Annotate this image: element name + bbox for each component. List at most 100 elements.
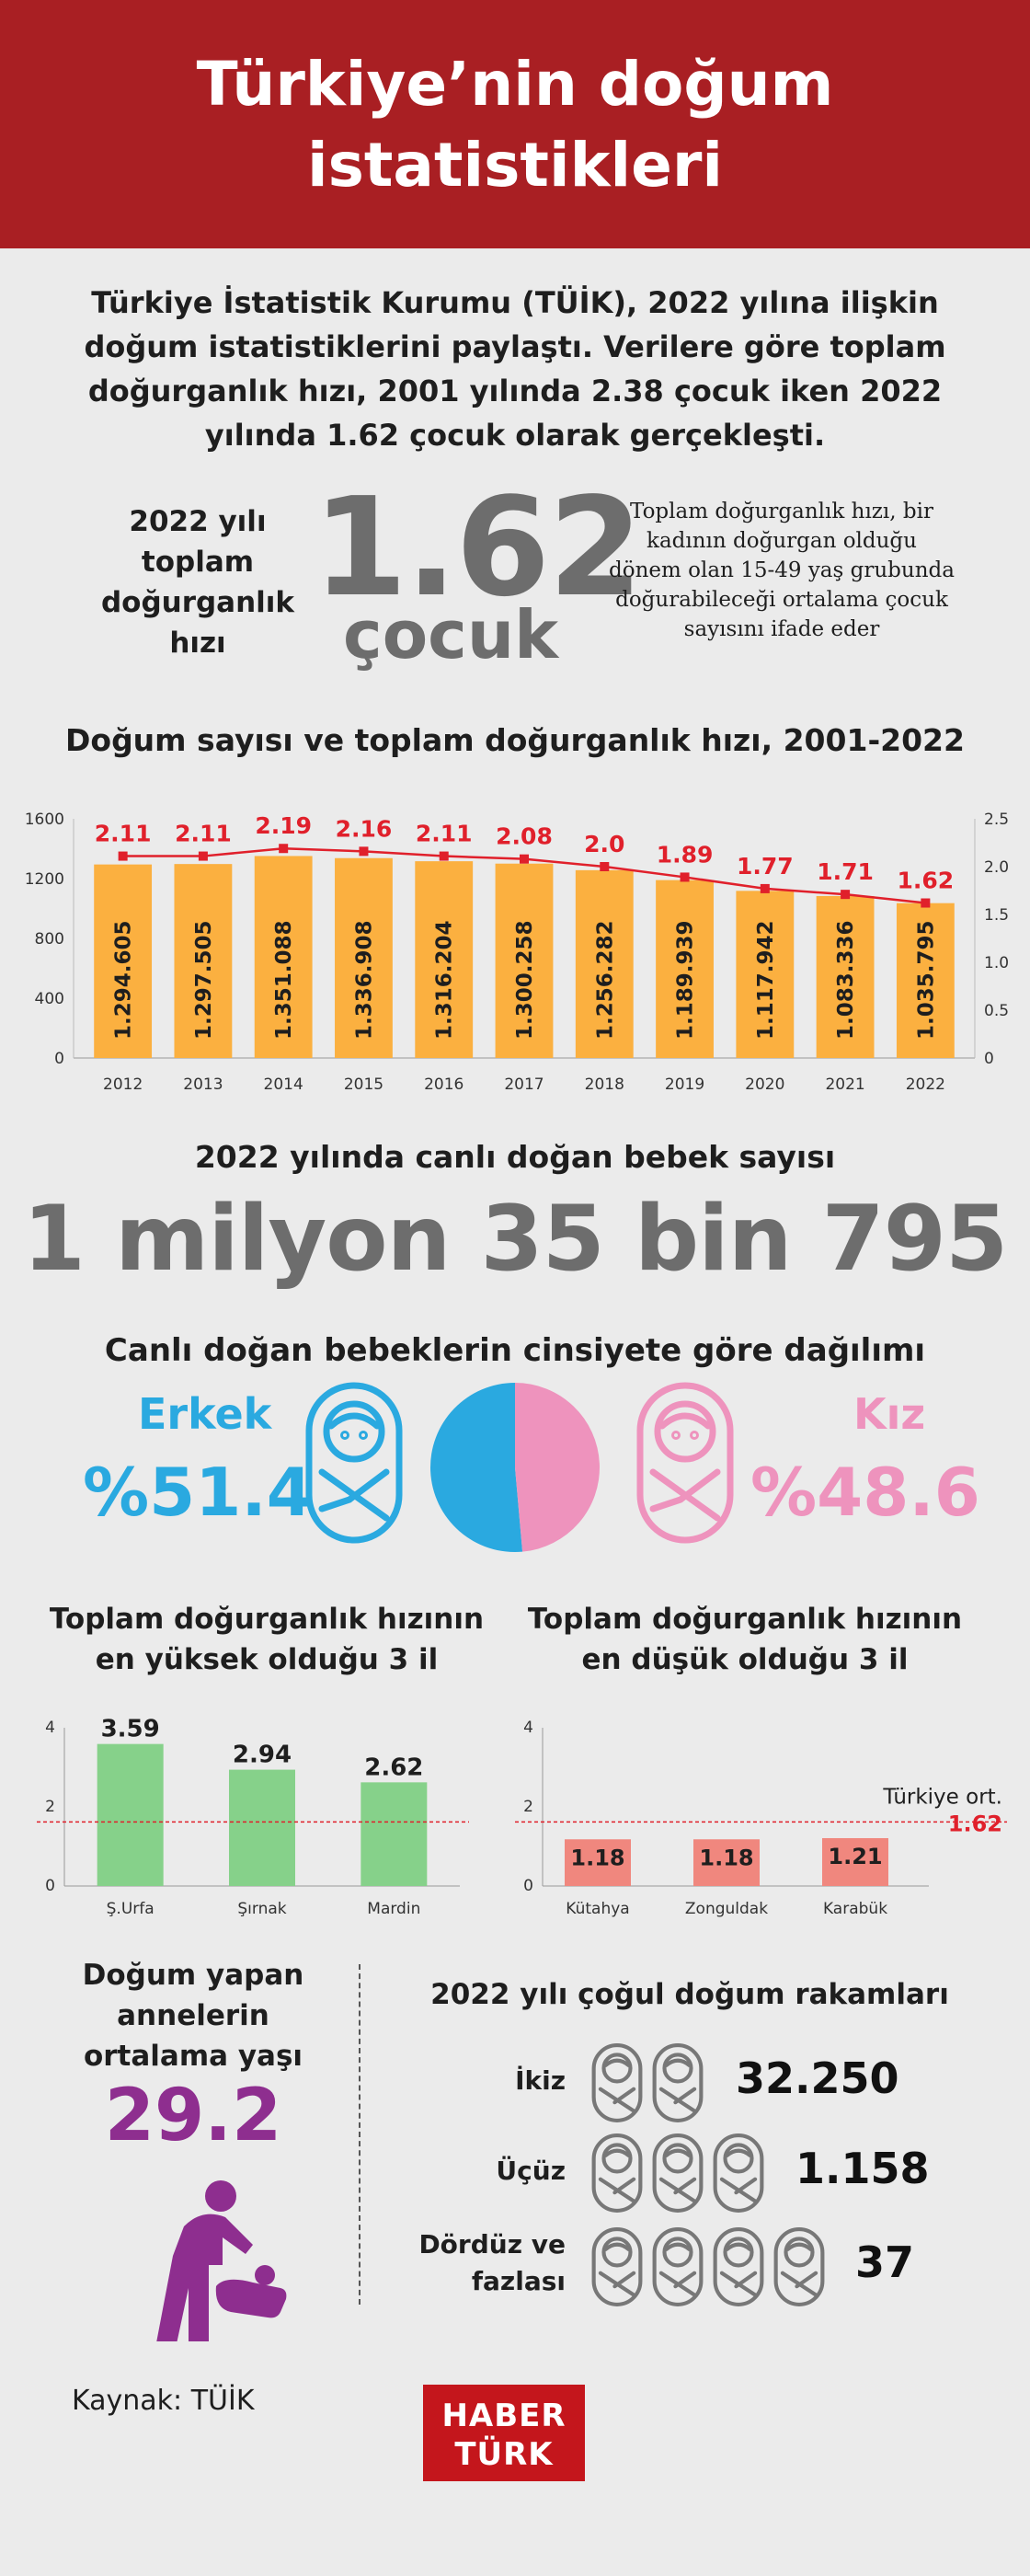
right-tick-label: 1.5 xyxy=(984,906,1009,925)
x-tick-label: 2012 xyxy=(103,1075,143,1094)
mother-baby-icon xyxy=(156,2180,287,2341)
x-tick-label: 2013 xyxy=(183,1075,223,1094)
gender-title: Canlı doğan bebeklerin cinsiyete göre da… xyxy=(104,1332,926,1369)
tfr-value: 1.62 xyxy=(313,468,643,627)
province-value-label: 3.59 xyxy=(101,1716,160,1743)
header-banner xyxy=(0,0,1030,248)
y-tick-label: 0 xyxy=(523,1877,533,1895)
multi-birth-value: 1.158 xyxy=(795,2144,930,2193)
right-tick-label: 1.0 xyxy=(984,954,1009,972)
multi-birth-label: Üçüz xyxy=(496,2156,566,2186)
bar-value-label: 1.083.336 xyxy=(834,921,858,1040)
x-tick-label: 2014 xyxy=(264,1075,303,1094)
bar-value-label: 1.256.282 xyxy=(593,921,617,1041)
tfr-point xyxy=(198,851,208,861)
right-tick-label: 2.5 xyxy=(984,811,1009,829)
tfr-value-label: 2.08 xyxy=(496,823,553,850)
bar xyxy=(816,895,875,1058)
bar xyxy=(174,864,233,1058)
y-tick-label: 4 xyxy=(45,1719,55,1737)
logo-text-top: HABER xyxy=(441,2398,566,2434)
tfr-value-label: 2.19 xyxy=(255,812,312,839)
tfr-point xyxy=(359,846,369,857)
male-percent: %51.4 xyxy=(83,1454,313,1531)
tfr-value-label: 2.16 xyxy=(336,815,393,842)
bar xyxy=(335,857,393,1058)
births-value: 1 milyon 35 bin 795 xyxy=(22,1187,1008,1292)
x-tick-label: 2017 xyxy=(504,1075,544,1094)
left-tick-label: 0 xyxy=(54,1050,64,1068)
x-tick-label: 2021 xyxy=(825,1075,864,1094)
multi-birth-value: 37 xyxy=(855,2237,915,2287)
left-tick-label: 800 xyxy=(35,930,64,949)
bar xyxy=(575,869,634,1058)
bar-value-label: 1.294.605 xyxy=(112,921,136,1041)
bar-value-label: 1.300.258 xyxy=(513,921,537,1041)
swaddled-baby-icon xyxy=(591,2227,643,2306)
high-chart-title: Toplam doğurganlık hızının en yüksek old… xyxy=(49,1603,485,1676)
mother-age-title: Doğum yapan annelerin ortalama yaşı xyxy=(82,1959,304,2073)
province-bar xyxy=(693,1839,760,1886)
bar-value-label: 1.035.795 xyxy=(914,921,938,1041)
province-name-label: Karabük xyxy=(823,1900,887,1918)
tfr-point xyxy=(520,854,529,864)
province-value-label: 2.94 xyxy=(233,1742,292,1769)
province-name-label: Kütahya xyxy=(566,1900,629,1918)
swaddled-baby-icon xyxy=(713,2227,764,2306)
swaddled-baby-icon xyxy=(773,2227,825,2306)
tfr-point xyxy=(118,851,128,861)
haberturk-logo: HABER TÜRK xyxy=(423,2385,585,2481)
bar xyxy=(495,863,554,1058)
right-tick-label: 0 xyxy=(984,1050,994,1068)
swaddled-baby-icon xyxy=(591,2133,643,2213)
tfr-value-label: 1.89 xyxy=(657,841,714,868)
multi-birth-label: Dördüz ve fazlası xyxy=(418,2229,566,2296)
province-name-label: Mardin xyxy=(367,1900,420,1918)
multi-birth-row: Üçüz 1.158 xyxy=(386,2133,1030,2215)
tfr-value-label: 1.77 xyxy=(737,853,794,880)
bar-value-label: 1.117.942 xyxy=(754,921,778,1041)
bar-value-label: 1.336.908 xyxy=(352,921,376,1041)
tfr-value-label: 2.11 xyxy=(416,821,473,847)
low-chart-title: Toplam doğurganlık hızının en düşük oldu… xyxy=(527,1603,963,1676)
baby-girl-icon xyxy=(636,1382,734,1544)
bar-value-label: 1.297.505 xyxy=(192,921,216,1041)
tfr-point xyxy=(439,851,449,861)
tfr-label: 2022 yılı toplam doğurganlık hızı xyxy=(100,505,295,660)
mother-age-value: 29.2 xyxy=(104,2075,282,2157)
tfr-value-label: 2.0 xyxy=(584,831,624,857)
multi-birth-list: İkiz 32.250 Üçüz 1.158 Dördüz ve fazlası 37 xyxy=(386,2042,1030,2318)
province-name-label: Ş.Urfa xyxy=(107,1900,154,1918)
right-tick-label: 0.5 xyxy=(984,1002,1009,1020)
province-bar xyxy=(565,1839,631,1886)
tfr-description: Toplam doğurganlık hızı, bir kadının doğ… xyxy=(609,500,955,641)
left-tick-label: 1200 xyxy=(25,870,64,889)
tfr-point xyxy=(760,883,770,893)
x-tick-label: 2016 xyxy=(424,1075,464,1094)
intro-text: Türkiye İstatistik Kurumu (TÜİK), 2022 y… xyxy=(84,285,946,453)
low-chart: 0 2 4 1.18 Kütahya 1.18 Zonguldak 1.21 Karabük Tü… xyxy=(515,1719,1007,1918)
tfr-point xyxy=(921,898,931,908)
bar xyxy=(656,880,714,1058)
pie-slice xyxy=(515,1383,600,1552)
tfr-point xyxy=(600,862,610,871)
x-tick-label: 2020 xyxy=(745,1075,784,1094)
tfr-value-label: 2.11 xyxy=(175,821,232,847)
swaddled-baby-icon xyxy=(591,2043,643,2122)
bar xyxy=(736,891,795,1058)
female-label: Kız xyxy=(853,1389,926,1439)
page-title: Türkiye’nin doğum istatistikleri xyxy=(196,49,834,201)
right-tick-label: 2.0 xyxy=(984,858,1009,877)
source-text: Kaynak: TÜİK xyxy=(72,2385,255,2417)
tfr-unit: çocuk xyxy=(343,596,558,673)
swaddled-baby-icon xyxy=(652,2133,704,2213)
tfr-value-label: 1.71 xyxy=(817,858,874,885)
section-divider xyxy=(359,1964,360,2305)
x-tick-label: 2015 xyxy=(344,1075,383,1094)
tfr-point xyxy=(841,890,851,900)
province-value-label: 2.62 xyxy=(364,1754,423,1781)
x-tick-label: 2019 xyxy=(665,1075,704,1094)
reference-label: Türkiye ort. xyxy=(882,1785,1002,1809)
reference-value-label: 1.62 xyxy=(948,1811,1002,1836)
bar-value-label: 1.316.204 xyxy=(433,921,457,1041)
